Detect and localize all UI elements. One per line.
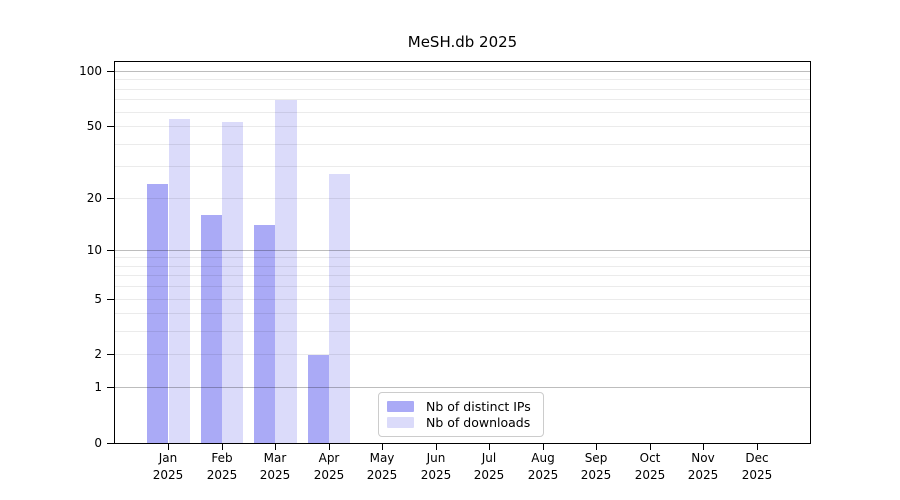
gridline-minor-80 xyxy=(115,89,810,90)
gridline-minor-50 xyxy=(115,126,810,127)
xtick-label-mar: Mar 2025 xyxy=(259,451,291,482)
bar-mar-downloads xyxy=(275,99,297,443)
gridline-minor-20 xyxy=(115,198,810,199)
xtick-label-jun: Jun 2025 xyxy=(420,451,452,482)
ytick-mark-50 xyxy=(107,126,114,127)
gridline-minor-70 xyxy=(115,99,810,100)
ytick-label-5: 5 xyxy=(94,292,102,306)
gridline-minor-5 xyxy=(115,299,810,300)
xtick-mark-may xyxy=(382,444,383,450)
gridline-minor-30 xyxy=(115,166,810,167)
bar-jan-downloads xyxy=(168,118,190,443)
bar-jan-distinct-ips xyxy=(147,183,169,443)
gridline-minor-2 xyxy=(115,354,810,355)
gridline-minor-6 xyxy=(115,286,810,287)
xtick-label-dec: Dec 2025 xyxy=(741,451,773,482)
legend-swatch-distinct-ips xyxy=(387,400,414,412)
legend-swatch-downloads xyxy=(387,417,414,429)
bar-mar-distinct-ips xyxy=(254,224,276,443)
gridline-minor-60 xyxy=(115,112,810,113)
plot-area xyxy=(114,61,811,444)
legend: Nb of distinct IPs Nb of downloads xyxy=(378,392,544,437)
bars-layer xyxy=(115,62,810,443)
ytick-label-0: 0 xyxy=(94,436,102,450)
xtick-mark-mar xyxy=(275,444,276,450)
xtick-mark-dec xyxy=(757,444,758,450)
gridline-minor-7 xyxy=(115,275,810,276)
ytick-mark-5 xyxy=(107,299,114,300)
gridline-major-1 xyxy=(115,387,810,388)
gridline-major-10 xyxy=(115,250,810,251)
ytick-mark-2 xyxy=(107,354,114,355)
ytick-mark-0 xyxy=(107,443,114,444)
ytick-label-100: 100 xyxy=(79,64,102,78)
ytick-mark-1 xyxy=(107,387,114,388)
xtick-mark-sep xyxy=(596,444,597,450)
legend-label-downloads: Nb of downloads xyxy=(426,415,531,431)
xtick-label-oct: Oct 2025 xyxy=(634,451,666,482)
bar-feb-downloads xyxy=(221,121,244,443)
gridline-minor-4 xyxy=(115,313,810,314)
gridline-minor-40 xyxy=(115,144,810,145)
ytick-mark-100 xyxy=(107,71,114,72)
bar-apr-downloads xyxy=(328,174,351,443)
gridline-minor-8 xyxy=(115,266,810,267)
gridline-major-100 xyxy=(115,71,810,72)
ytick-label-2: 2 xyxy=(94,347,102,361)
xtick-label-feb: Feb 2025 xyxy=(206,451,238,482)
xtick-mark-oct xyxy=(650,444,651,450)
xtick-mark-jul xyxy=(489,444,490,450)
chart-title: MeSH.db 2025 xyxy=(407,33,518,51)
ytick-label-1: 1 xyxy=(94,380,102,394)
xtick-label-aug: Aug 2025 xyxy=(527,451,559,482)
bar-apr-distinct-ips xyxy=(307,354,329,443)
legend-label-distinct-ips: Nb of distinct IPs xyxy=(426,398,531,414)
gridline-minor-90 xyxy=(115,79,810,80)
xtick-label-may: May 2025 xyxy=(366,451,398,482)
xtick-mark-jan xyxy=(168,444,169,450)
xtick-mark-nov xyxy=(703,444,704,450)
ytick-label-10: 10 xyxy=(86,243,102,257)
xtick-label-sep: Sep 2025 xyxy=(580,451,612,482)
gridline-minor-3 xyxy=(115,331,810,332)
bar-feb-distinct-ips xyxy=(200,214,222,443)
xtick-mark-feb xyxy=(222,444,223,450)
ytick-label-20: 20 xyxy=(86,191,102,205)
xtick-label-nov: Nov 2025 xyxy=(687,451,719,482)
xtick-label-apr: Apr 2025 xyxy=(313,451,345,482)
legend-item-distinct-ips: Nb of distinct IPs xyxy=(387,399,535,414)
gridlines-layer xyxy=(115,62,810,443)
legend-item-downloads: Nb of downloads xyxy=(387,415,535,430)
ytick-mark-10 xyxy=(107,250,114,251)
xtick-mark-apr xyxy=(329,444,330,450)
xtick-mark-jun xyxy=(436,444,437,450)
ytick-label-50: 50 xyxy=(86,119,102,133)
gridline-minor-9 xyxy=(115,257,810,258)
xtick-mark-aug xyxy=(543,444,544,450)
xtick-label-jul: Jul 2025 xyxy=(473,451,505,482)
ytick-mark-20 xyxy=(107,198,114,199)
xtick-label-jan: Jan 2025 xyxy=(152,451,184,482)
